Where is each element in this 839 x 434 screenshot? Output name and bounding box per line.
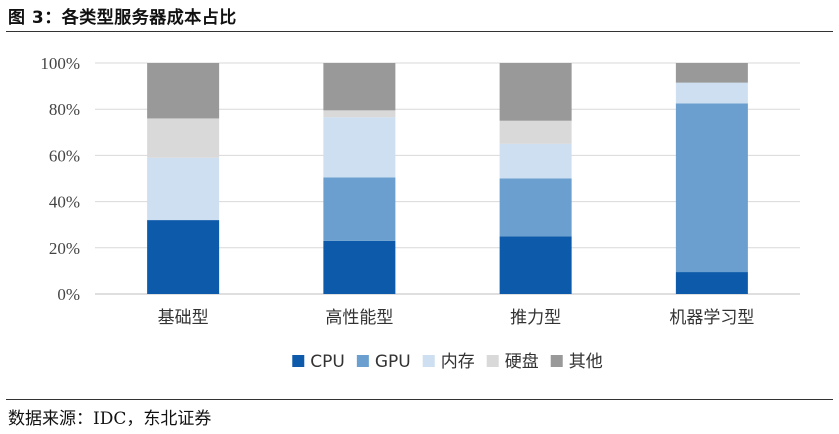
y-tick-label: 60%	[49, 146, 80, 165]
bar-segment	[147, 63, 220, 119]
legend-swatch	[292, 355, 305, 367]
bar-segment	[499, 178, 572, 237]
y-axis-ticks: 0% 20% 40% 60% 80% 100%	[40, 54, 80, 304]
legend-label: GPU	[375, 352, 411, 372]
legend-swatch	[356, 355, 369, 367]
bar-segment	[499, 143, 572, 179]
bars	[147, 63, 748, 294]
bar-segment	[323, 110, 396, 118]
bar-segment	[675, 82, 748, 104]
bar-segment	[675, 103, 748, 273]
category-label: 机器学习型	[669, 308, 754, 328]
legend-label: 其他	[569, 352, 603, 372]
y-tick-label: 100%	[40, 54, 80, 73]
legend-item: 其他	[550, 352, 603, 372]
legend-swatch	[422, 355, 435, 367]
category-label: 基础型	[158, 308, 209, 328]
legend-item: GPU	[356, 352, 411, 372]
legend-item: CPU	[292, 352, 345, 372]
bar-segment	[147, 220, 220, 294]
category-labels: 基础型 高性能型 推力型 机器学习型	[158, 308, 755, 328]
legend-label: CPU	[310, 352, 345, 372]
bar-segment	[499, 120, 572, 144]
bar-segment	[323, 177, 396, 241]
stacked-bar-chart: 0% 20% 40% 60% 80% 100% 基础型 高性能型 推力型 机器学习型 CPU GP…	[40, 54, 800, 372]
legend-label: 内存	[441, 352, 475, 372]
top-rule	[6, 31, 833, 32]
bar-segment	[323, 117, 396, 178]
category-label: 推力型	[510, 308, 561, 328]
bar-segment	[323, 240, 396, 294]
legend-swatch	[486, 355, 499, 367]
category-label: 高性能型	[325, 308, 393, 328]
legend-swatch	[550, 355, 563, 367]
figure-title: 图 3：各类型服务器成本占比	[8, 8, 237, 28]
legend-item: 内存	[422, 352, 475, 372]
y-tick-label: 0%	[57, 285, 80, 304]
bottom-rule	[6, 399, 833, 400]
y-tick-label: 80%	[49, 100, 80, 119]
bar-segment	[147, 118, 220, 158]
bar-segment	[323, 63, 396, 111]
bar-segment	[499, 63, 572, 121]
legend-label: 硬盘	[505, 352, 539, 372]
bar-segment	[147, 157, 220, 221]
source-note: 数据来源：IDC，东北证券	[8, 409, 212, 429]
y-tick-label: 40%	[49, 193, 80, 212]
bar-segment	[675, 63, 748, 83]
legend-item: 硬盘	[486, 352, 539, 372]
bar-segment	[675, 272, 748, 294]
legend: CPU GPU 内存 硬盘 其他	[292, 352, 603, 372]
bar-segment	[499, 236, 572, 294]
y-tick-label: 20%	[49, 239, 80, 258]
